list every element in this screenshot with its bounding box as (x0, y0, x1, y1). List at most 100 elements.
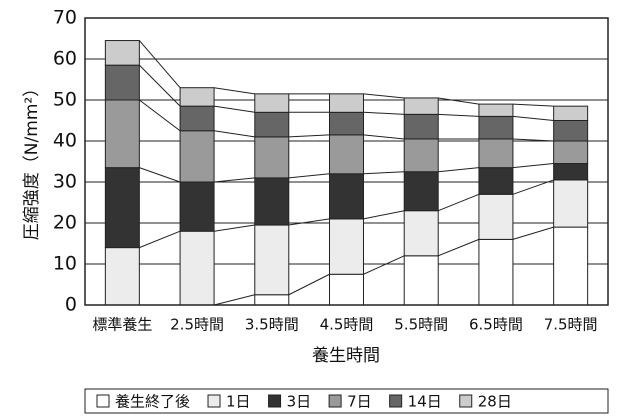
connector-line (288, 134, 330, 138)
bar-segment (478, 167, 514, 195)
legend-label: 1日 (226, 393, 251, 411)
legend-label: 14日 (408, 393, 442, 411)
y-tick-label: 0 (65, 294, 77, 316)
bar-segment (329, 111, 364, 136)
y-tick-label: 70 (53, 7, 77, 29)
bar-segment (254, 224, 290, 296)
bar-segment (403, 113, 439, 140)
connector-line (288, 173, 330, 179)
connector-line (288, 218, 330, 226)
bar-segment (254, 93, 290, 113)
legend-label: 3日 (287, 393, 312, 411)
bar-segment (104, 167, 140, 249)
bar-segment (104, 64, 140, 101)
bar-segment (478, 193, 514, 240)
connector-line (512, 179, 554, 195)
y-tick-label: 50 (53, 89, 77, 111)
bar-segment (553, 120, 589, 142)
bar-segment (329, 134, 364, 175)
bar-segment (104, 99, 140, 169)
bar-segment (179, 181, 215, 232)
bar-segment (179, 230, 215, 306)
bar-segment (254, 177, 290, 226)
bar-segment (254, 294, 290, 306)
bar-segment (403, 138, 439, 173)
legend-swatch (96, 394, 110, 408)
x-tick-label: 標準養生 (92, 316, 152, 334)
x-tick-label: 3.5時間 (245, 316, 299, 334)
legend-frame (84, 388, 609, 414)
legend-swatch (328, 394, 342, 408)
connector-line (363, 255, 405, 275)
x-tick-label: 6.5時間 (469, 316, 523, 334)
x-tick-label: 7.5時間 (544, 316, 598, 334)
legend-label: 28日 (478, 393, 512, 411)
bar-segment (403, 97, 439, 115)
connector-line (139, 64, 181, 107)
bar-segment (179, 87, 215, 107)
legend-swatch (268, 394, 282, 408)
bar-segment (553, 179, 589, 228)
connector-line (363, 171, 405, 175)
bar-segment (553, 163, 589, 181)
bar-segment (403, 255, 439, 306)
bar-segment (254, 136, 290, 179)
bar-segment (403, 210, 439, 257)
connector-line (512, 115, 554, 121)
legend-label: 養生終了後 (115, 393, 190, 411)
bar-segment (254, 111, 290, 138)
connector-line (139, 167, 181, 183)
bar-segment (329, 273, 364, 306)
connector-line (512, 103, 554, 107)
connector-line (363, 111, 405, 115)
connector-line (213, 130, 255, 138)
x-tick-label: 2.5時間 (170, 316, 224, 334)
connector-line (438, 238, 480, 257)
legend-label: 7日 (347, 393, 372, 411)
connector-line (438, 193, 480, 212)
connector-line (512, 226, 554, 240)
y-tick-label: 10 (53, 253, 77, 275)
y-tick-label: 60 (53, 48, 77, 70)
bar-segment (179, 130, 215, 183)
connector-line (214, 177, 255, 183)
bar-segment (478, 115, 514, 140)
legend-swatch (207, 394, 221, 408)
legend-swatch (389, 394, 403, 408)
bar-segment (179, 105, 215, 132)
bar-segment (553, 226, 589, 306)
connector-line (288, 273, 330, 296)
connector-line (438, 167, 479, 173)
bar-segment (478, 238, 514, 306)
y-tick-label: 30 (53, 171, 77, 193)
bar-segment (329, 218, 364, 275)
bar-segment (403, 171, 439, 212)
bar-segment (104, 247, 140, 306)
bar-segment (553, 140, 589, 165)
connector-line (512, 138, 554, 142)
x-tick-label: 4.5時間 (320, 316, 374, 334)
bar-segment (104, 40, 140, 66)
connector-line (213, 87, 255, 95)
plot-frame (84, 17, 609, 306)
connector-line (213, 224, 255, 232)
bar-segment (478, 138, 514, 169)
connector-line (213, 294, 255, 306)
connector-line (139, 230, 181, 249)
bar-segment (329, 93, 364, 113)
connector-line (363, 93, 405, 99)
connector-line (363, 210, 405, 220)
connector-line (512, 163, 554, 169)
connector-line (138, 40, 181, 89)
y-tick-label: 20 (53, 212, 77, 234)
y-axis-title: 圧縮強度（N/mm²） (22, 80, 42, 240)
bar-segment (553, 105, 589, 122)
connector-line (438, 97, 480, 105)
bar-segment (329, 173, 364, 220)
y-tick-label: 40 (53, 130, 77, 152)
connector-line (213, 105, 255, 113)
legend-swatch (459, 394, 473, 408)
x-axis-title: 養生時間 (312, 346, 380, 366)
x-tick-label: 5.5時間 (394, 316, 448, 334)
